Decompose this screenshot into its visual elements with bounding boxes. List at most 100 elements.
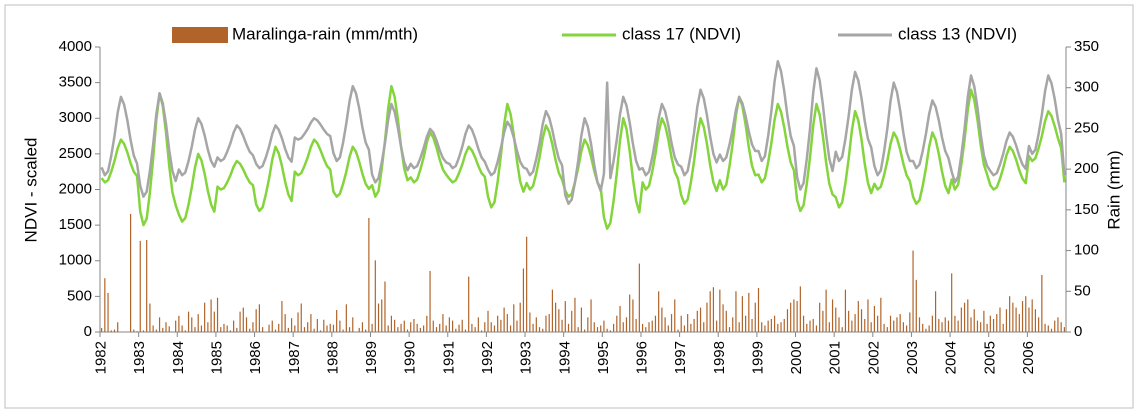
- rain-bar: [996, 314, 998, 332]
- rain-bar: [1038, 317, 1040, 332]
- rain-bar: [799, 286, 801, 332]
- rain-bar: [696, 310, 698, 332]
- rain-bar: [262, 327, 264, 332]
- rain-bar: [245, 317, 248, 332]
- rain-bar: [857, 301, 859, 332]
- rain-bar: [728, 327, 731, 332]
- rain-bar: [835, 307, 837, 332]
- rain-bar: [983, 310, 985, 332]
- rain-bar: [104, 278, 106, 332]
- rain-bar: [918, 317, 921, 332]
- rain-bar: [980, 322, 982, 332]
- rain-bar: [645, 327, 647, 332]
- x-tick-label: 1990: [402, 341, 419, 374]
- rain-bar: [345, 304, 347, 332]
- y-axis-title: NDVI - scaled: [21, 138, 40, 243]
- rain-bar: [722, 304, 724, 332]
- rain-bar: [1063, 327, 1065, 332]
- rain-bar: [545, 315, 547, 332]
- legend-label: class 17 (NDVI): [622, 24, 741, 43]
- rain-bar: [313, 328, 315, 332]
- rain-bar: [667, 325, 669, 332]
- x-tick-label: 1993: [518, 341, 535, 374]
- x-tick-label: 2005: [981, 341, 998, 374]
- rain-bar: [271, 320, 273, 332]
- rain-bar: [303, 327, 306, 332]
- rain-bar: [480, 330, 483, 332]
- rain-bar: [735, 291, 737, 332]
- rain-bar: [767, 320, 769, 332]
- rain-bar: [867, 299, 869, 332]
- rain-bar: [809, 320, 811, 332]
- rain-bar: [619, 305, 621, 332]
- rain-bar: [812, 318, 814, 332]
- rain-bar: [928, 325, 930, 332]
- rain-bar: [413, 318, 415, 332]
- rain-bar: [925, 328, 927, 332]
- x-tick-label: 1999: [749, 341, 766, 374]
- rain-bar: [442, 314, 444, 332]
- rain-bar: [654, 315, 657, 332]
- rain-bar: [513, 304, 515, 332]
- rain-bar: [352, 317, 354, 332]
- rain-bar: [471, 323, 473, 332]
- rain-bar: [896, 317, 898, 332]
- rain-bar: [973, 309, 975, 332]
- rain-bar: [194, 327, 196, 332]
- rain-bar: [310, 314, 312, 332]
- rain-bar: [529, 312, 531, 332]
- rain-bar: [332, 324, 335, 332]
- rain-bar: [204, 302, 206, 332]
- rain-bar: [1057, 317, 1059, 332]
- rain-bar: [902, 322, 904, 332]
- rain-bar: [828, 322, 830, 332]
- rain-bar: [561, 319, 563, 332]
- rain-bar: [252, 322, 254, 332]
- rain-bar: [506, 314, 508, 332]
- rain-bar: [976, 320, 979, 332]
- rain-bar: [934, 291, 937, 332]
- rain-bar: [419, 327, 421, 332]
- rain-bar: [445, 325, 447, 332]
- rain-bar: [149, 303, 151, 332]
- y2-tick-label: 350: [1074, 38, 1099, 55]
- rain-bar: [101, 327, 103, 332]
- rain-bar: [609, 330, 611, 332]
- rain-bar: [435, 327, 438, 332]
- rain-bar: [854, 314, 856, 332]
- rain-bar: [181, 325, 183, 332]
- rain-bar: [439, 323, 441, 332]
- rain-bar: [877, 315, 879, 332]
- x-tick-label: 2006: [1020, 341, 1037, 374]
- rain-bar: [770, 318, 772, 332]
- rain-bar: [406, 329, 409, 332]
- rain-bar: [641, 323, 644, 332]
- x-tick-label: 1983: [131, 341, 148, 374]
- rain-bar: [967, 299, 969, 332]
- rain-bar: [848, 310, 850, 332]
- x-tick-label: 1988: [324, 341, 341, 374]
- rain-bar: [947, 320, 950, 332]
- rain-bar: [1015, 307, 1017, 332]
- rain-bar: [893, 320, 895, 332]
- rain-bar: [493, 325, 496, 332]
- rain-bar: [416, 323, 418, 332]
- rain-bar: [584, 329, 586, 332]
- rain-bar: [1018, 314, 1020, 332]
- rain-bar: [706, 302, 708, 332]
- rain-bar: [1044, 323, 1046, 332]
- rain-bar: [336, 310, 338, 332]
- rain-bar: [207, 322, 209, 332]
- rain-bar: [474, 327, 476, 332]
- x-tick-label: 2000: [788, 341, 805, 374]
- rain-bar: [783, 318, 785, 332]
- rain-bar: [403, 320, 405, 332]
- rain-bar: [136, 331, 138, 332]
- rain-bar: [786, 309, 789, 332]
- rain-bar: [989, 315, 991, 332]
- rain-bar: [999, 307, 1001, 332]
- rain-bar: [548, 314, 550, 332]
- y2-tick-label: 200: [1074, 160, 1099, 177]
- y2-tick-label: 50: [1074, 282, 1091, 299]
- rain-bar: [139, 240, 141, 332]
